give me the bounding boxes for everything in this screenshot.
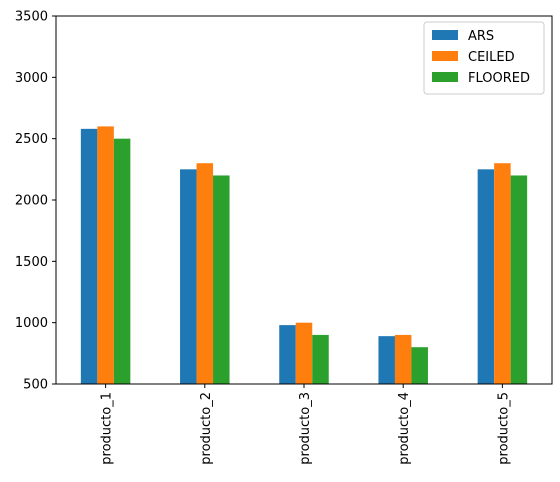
- x-axis: producto_1 producto_2 producto_3 producto_4…: [100, 384, 511, 465]
- bar-floored-producto_2: [213, 175, 230, 384]
- bar-ceiled-producto_5: [494, 163, 511, 384]
- bar-floored-producto_4: [411, 347, 428, 384]
- bars: [80, 126, 528, 385]
- legend: ARS CEILED FLOORED: [423, 21, 545, 95]
- legend-swatch-ceiled: [432, 51, 458, 61]
- x-tick-label: producto_3: [298, 392, 313, 465]
- x-tick-label: producto_1: [100, 392, 115, 465]
- y-tick-label: 3000: [15, 71, 48, 86]
- bar-ceiled-producto_2: [196, 163, 214, 384]
- legend-label-floored: FLOORED: [468, 71, 530, 86]
- bar-ceiled-producto_4: [394, 334, 412, 384]
- bar-ceiled-producto_1: [97, 126, 114, 385]
- plot-frame: [55, 15, 553, 385]
- x-tick-label: producto_5: [496, 392, 511, 465]
- legend-swatch-ars: [432, 30, 458, 40]
- legend-label-ceiled: CEILED: [468, 50, 515, 65]
- bar-floored-producto_5: [510, 175, 528, 384]
- x-tick-label: producto_2: [199, 392, 214, 465]
- bar-ceiled-producto_3: [295, 322, 313, 384]
- bar-ars-producto_2: [180, 169, 197, 384]
- bar-ars-producto_3: [279, 325, 296, 384]
- y-tick-label: 2500: [15, 132, 48, 147]
- bar-ars-producto_1: [80, 128, 98, 384]
- y-tick-label: 2000: [15, 194, 48, 209]
- y-axis: 500 1000 1500 2000 2500 3000 3500: [15, 10, 56, 393]
- y-tick-label: 500: [23, 378, 48, 393]
- legend-swatch-floored: [432, 72, 458, 82]
- y-tick-label: 3500: [15, 10, 48, 25]
- legend-label-ars: ARS: [468, 29, 494, 44]
- y-tick-label: 1000: [15, 316, 48, 331]
- bar-ars-producto_5: [477, 169, 495, 384]
- bar-floored-producto_1: [113, 138, 131, 384]
- x-tick-label: producto_4: [397, 392, 412, 465]
- y-tick-label: 1500: [15, 255, 48, 270]
- bar-floored-producto_3: [312, 334, 329, 384]
- bar-ars-producto_4: [378, 336, 395, 384]
